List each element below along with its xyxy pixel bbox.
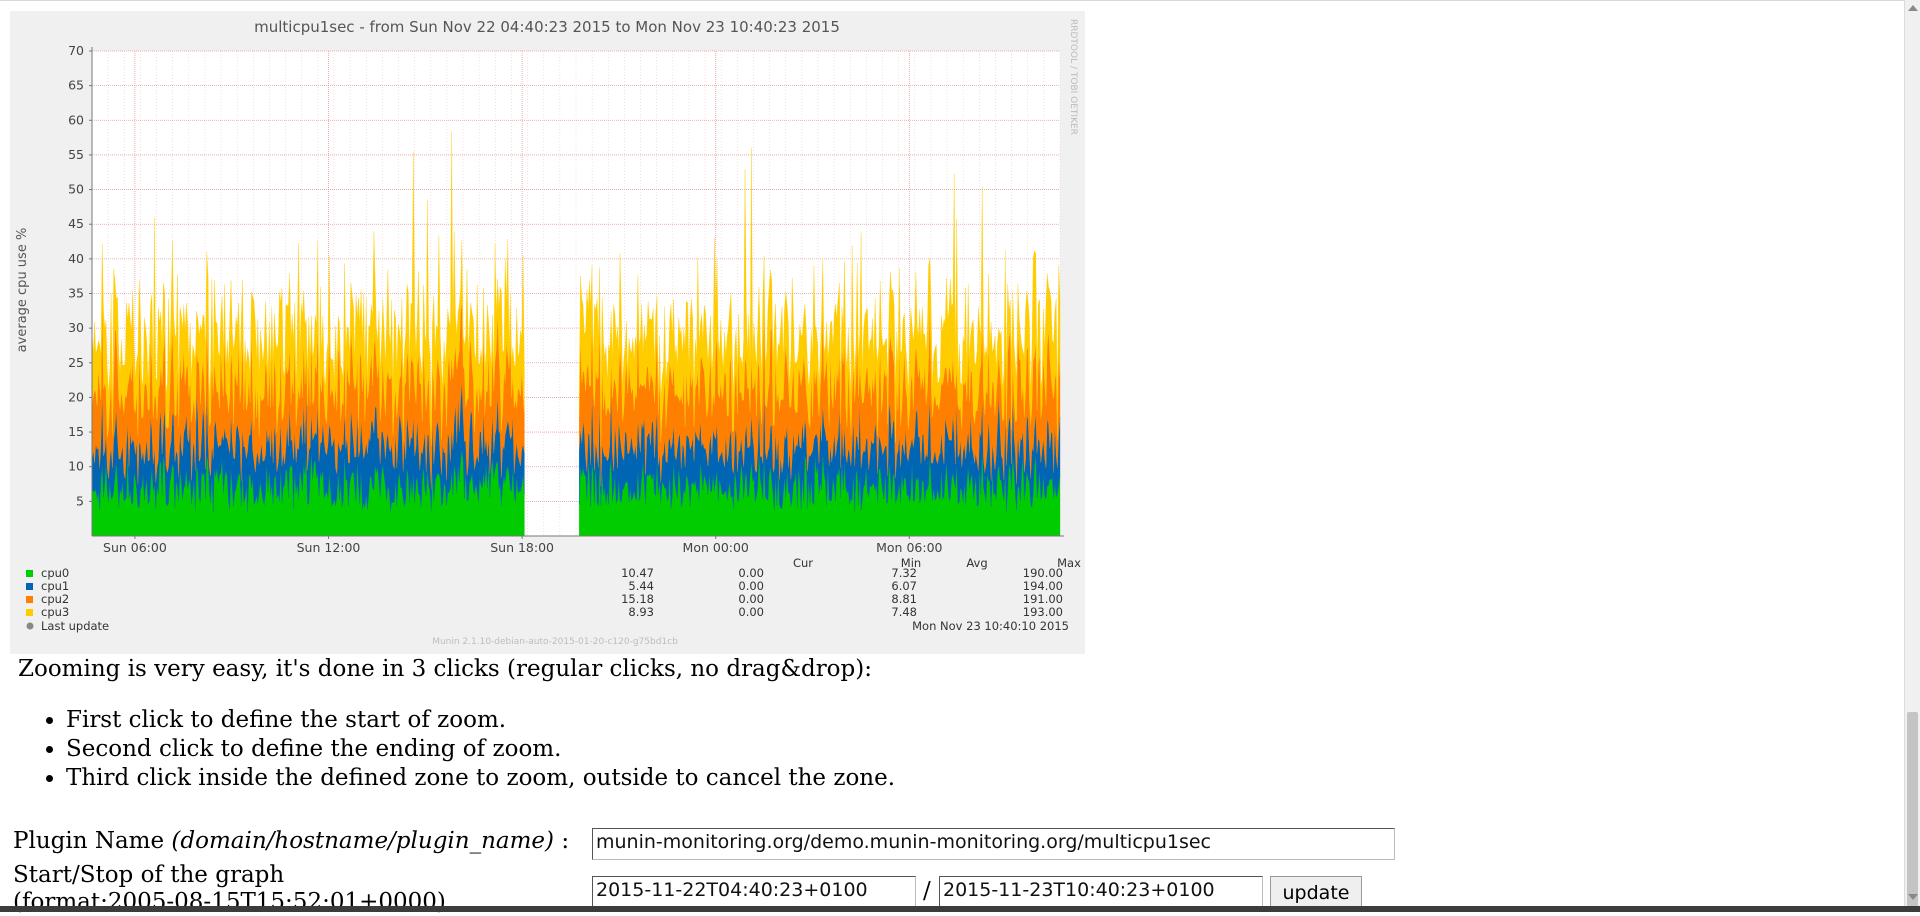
legend-max: 191.00: [1023, 592, 1063, 606]
legend-row-cpu2: cpu2 15.18 0.00 8.81 191.00: [26, 592, 1063, 606]
legend-avg: 7.48: [891, 605, 917, 619]
legend-row-cpu3: cpu3 8.93 0.00 7.48 193.00: [26, 605, 1063, 619]
x-tick-label: Sun 18:00: [490, 540, 554, 555]
last-update-dot: [26, 622, 34, 630]
legend-min: 0.00: [738, 566, 764, 580]
plugin-sep: :: [554, 828, 570, 854]
series-area-cpu3: [91, 131, 525, 446]
zoom-steps: First click to define the start of zoom.…: [40, 706, 895, 793]
scroll-down-arrow-icon[interactable]: [1908, 894, 1918, 900]
plugin-label-text: Plugin Name: [13, 828, 165, 854]
legend-cur: 8.93: [628, 605, 654, 619]
scroll-up-arrow-icon[interactable]: [1908, 5, 1918, 11]
y-tick-label: 50: [68, 182, 84, 197]
update-button[interactable]: update: [1270, 876, 1362, 910]
last-update-value: Mon Nov 23 10:40:10 2015: [912, 619, 1069, 633]
x-tick-label: Mon 00:00: [683, 540, 749, 555]
x-tick-label: Sun 06:00: [103, 540, 167, 555]
legend-min: 0.00: [738, 605, 764, 619]
legend-cur: 5.44: [628, 579, 654, 593]
legend-header-cur: Cur: [793, 556, 813, 570]
last-update-label: Last update: [41, 619, 109, 633]
y-tick-label: 5: [76, 493, 84, 508]
legend-row-cpu0: cpu0 10.47 0.00 7.32 190.00: [26, 566, 1063, 580]
y-tick-label: 60: [68, 112, 84, 127]
y-tick-label: 20: [68, 389, 84, 404]
zoom-intro: Zooming is very easy, it's done in 3 cli…: [18, 656, 872, 682]
x-tick-label: Sun 12:00: [297, 540, 361, 555]
legend-avg: 6.07: [891, 579, 917, 593]
y-tick-label: 40: [68, 251, 84, 266]
legend-name: cpu0: [41, 566, 69, 580]
axes: 5 10 15 20 25 30 35 40 45 50 55 60 65 70 Sun 06:00 Sun …: [68, 43, 1064, 555]
legend-name: cpu1: [41, 579, 69, 593]
legend-swatch-cpu3: [26, 609, 33, 616]
legend-name: cpu2: [41, 592, 69, 606]
bottom-bar: [0, 906, 1920, 912]
series-area-cpu3: [579, 147, 1061, 447]
legend-avg: 7.32: [891, 566, 917, 580]
legend-swatch-cpu1: [26, 583, 33, 590]
y-tick-label: 65: [68, 78, 84, 93]
legend-min: 0.00: [738, 579, 764, 593]
y-tick-label: 45: [68, 216, 84, 231]
legend-row-cpu1: cpu1 5.44 0.00 6.07 194.00: [26, 579, 1063, 593]
stop-date-input[interactable]: 2015-11-23T10:40:23+0100: [939, 876, 1263, 908]
zoom-step-1: First click to define the start of zoom.: [66, 706, 895, 735]
zoom-step-3: Third click inside the defined zone to z…: [66, 764, 895, 793]
y-tick-label: 55: [68, 147, 84, 162]
y-tick-label: 35: [68, 286, 84, 301]
scrollbar-thumb[interactable]: [1907, 712, 1918, 907]
cpu-chart[interactable]: multicpu1sec - from Sun Nov 22 04:40:23 …: [10, 11, 1085, 654]
plugin-name-input[interactable]: munin-monitoring.org/demo.munin-monitori…: [592, 828, 1395, 860]
legend-name: cpu3: [41, 605, 69, 619]
legend-header-max: Max: [1057, 556, 1081, 570]
legend-swatch-cpu2: [26, 596, 33, 603]
munin-version-footer: Munin 2.1.10-debian-auto-2015-01-20-c120…: [432, 637, 678, 647]
legend-max: 193.00: [1023, 605, 1063, 619]
vertical-scrollbar[interactable]: [1904, 0, 1920, 907]
legend-max: 194.00: [1023, 579, 1063, 593]
legend-swatch-cpu0: [26, 570, 33, 577]
legend-cur: 10.47: [621, 566, 654, 580]
y-tick-label: 30: [68, 320, 84, 335]
start-date-input[interactable]: 2015-11-22T04:40:23+0100: [592, 876, 916, 908]
y-tick-label: 10: [68, 459, 84, 474]
legend-max: 190.00: [1023, 566, 1063, 580]
x-tick-label: Mon 06:00: [876, 540, 942, 555]
top-border: [0, 0, 1920, 1]
rrdtool-watermark: RRDTOOL / TOBI OETIKER: [1068, 19, 1078, 135]
series-areas: [91, 131, 1061, 537]
legend-cur: 15.18: [621, 592, 654, 606]
legend-row-last-update: Last update Mon Nov 23 10:40:10 2015: [26, 619, 1069, 633]
legend-avg: 8.81: [891, 592, 917, 606]
range-label-text: Start/Stop of the graph: [13, 862, 285, 888]
plugin-name-label: Plugin Name (domain/hostname/plugin_name…: [13, 828, 569, 854]
legend: Cur Min Avg Max cpu0 10.47 0.00 7.32 190…: [26, 556, 1081, 633]
y-axis-label: average cpu use %: [15, 228, 30, 353]
range-slash: /: [923, 878, 931, 904]
zoom-step-2: Second click to define the ending of zoo…: [66, 735, 895, 764]
y-tick-label: 25: [68, 355, 84, 370]
y-tick-label: 70: [68, 43, 84, 58]
y-tick-label: 15: [68, 424, 84, 439]
legend-header-avg: Avg: [966, 556, 987, 570]
legend-header-min: Min: [901, 556, 921, 570]
plugin-hint: (domain/hostname/plugin_name): [171, 828, 555, 854]
munin-graph[interactable]: multicpu1sec - from Sun Nov 22 04:40:23 …: [10, 11, 1085, 654]
legend-min: 0.00: [738, 592, 764, 606]
graph-title: multicpu1sec - from Sun Nov 22 04:40:23 …: [254, 18, 840, 36]
